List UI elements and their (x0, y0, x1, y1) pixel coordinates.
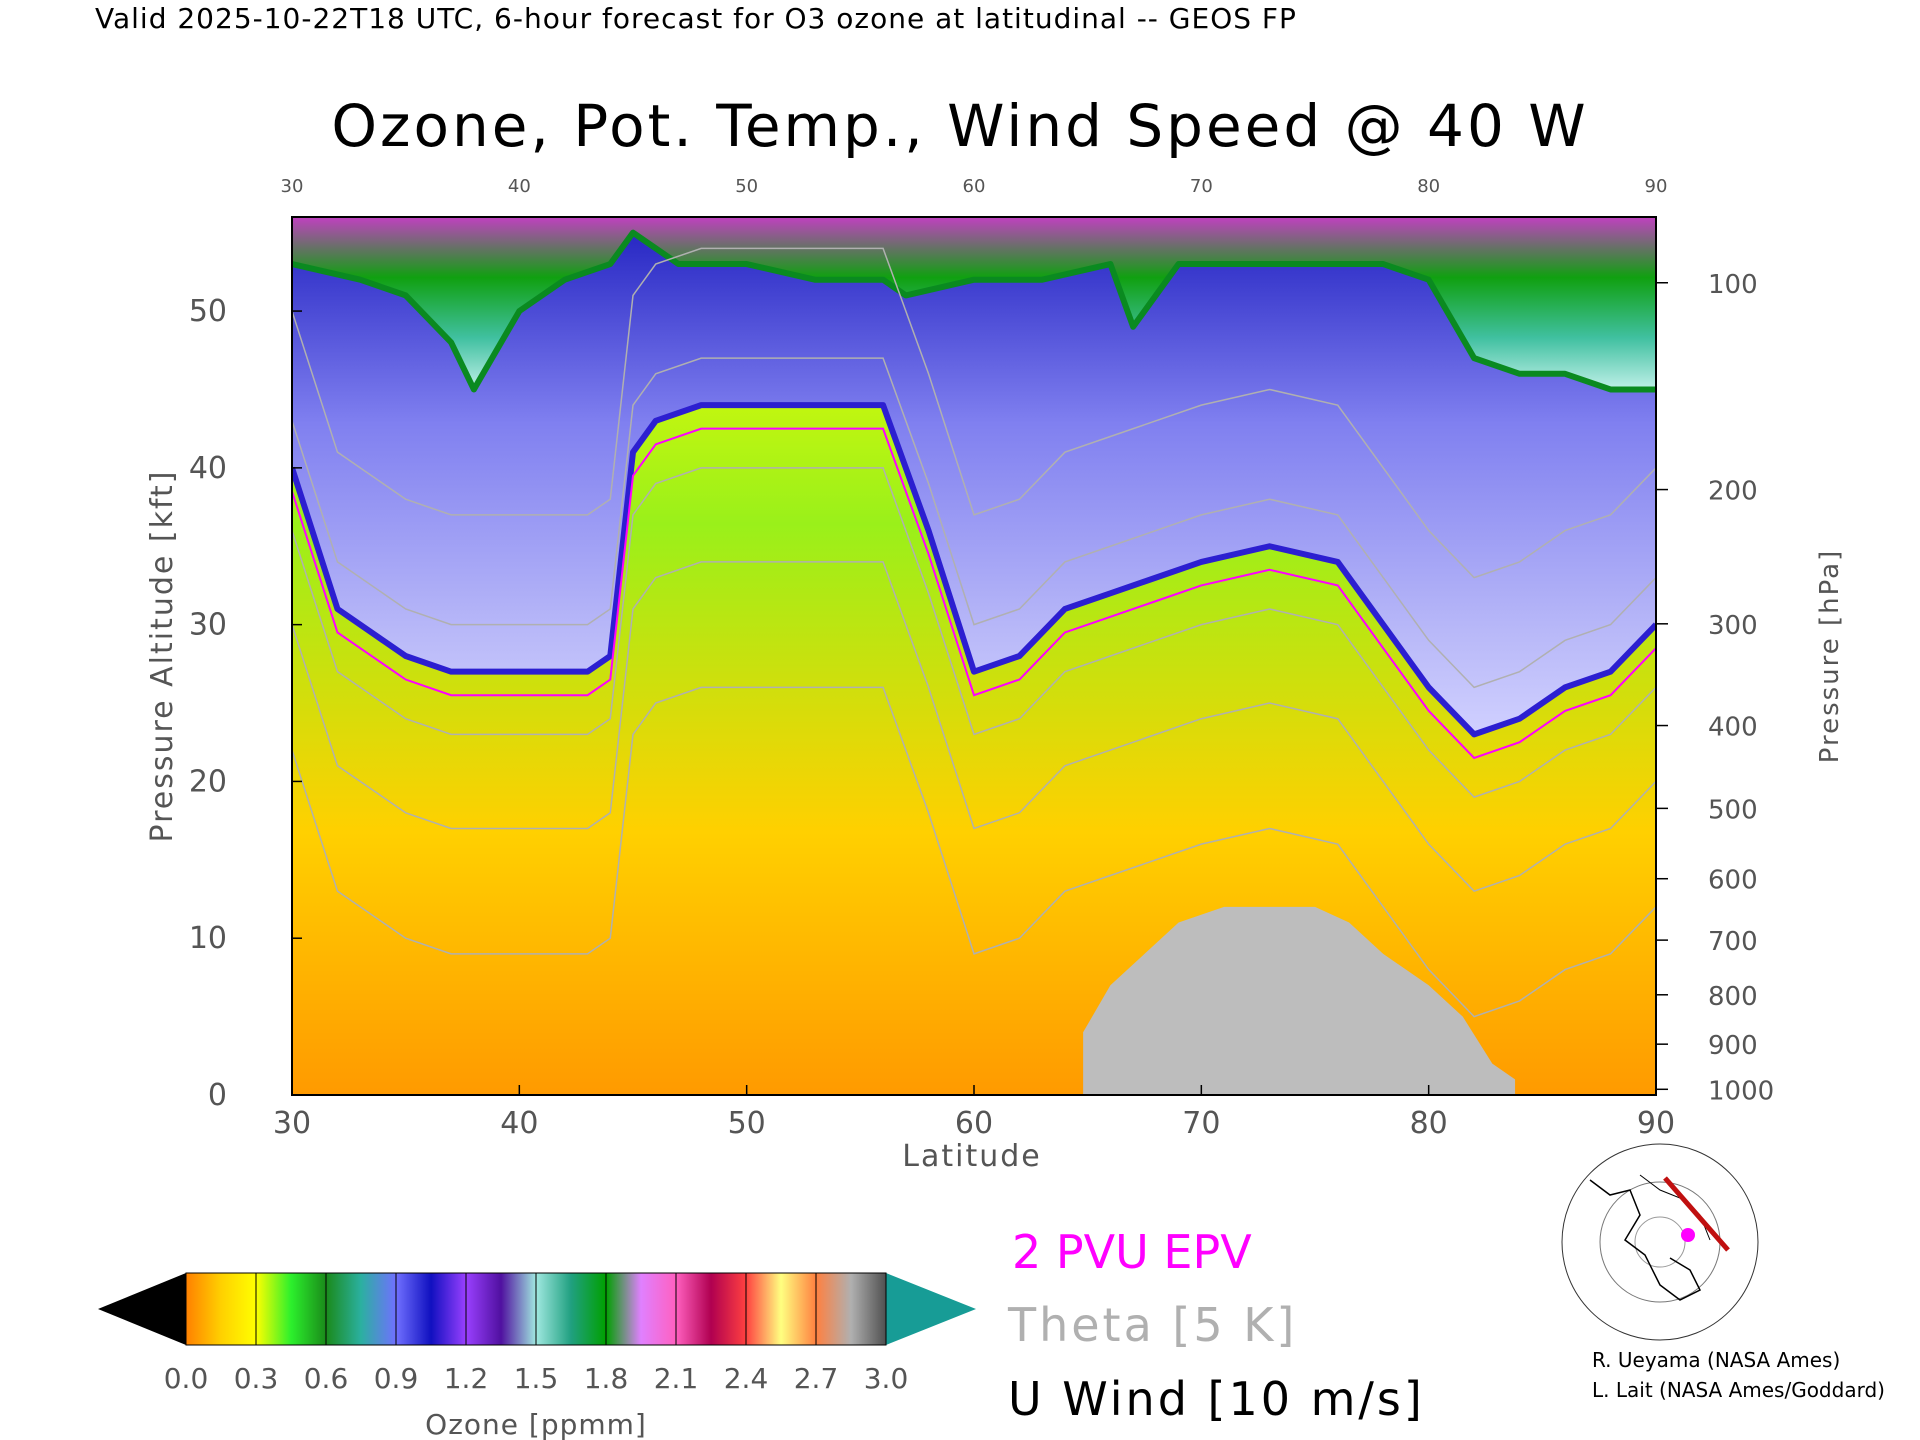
y-tick-label: 40 (189, 451, 227, 486)
colorbar-tick-label: 2.1 (654, 1362, 699, 1395)
plot-area (292, 217, 1656, 1095)
series-line-0 (292, 402, 1656, 738)
pressure-tick-label: 200 (1708, 477, 1758, 507)
series-line-1 (292, 229, 1656, 393)
x-top-tick-label: 90 (1645, 176, 1668, 197)
location-map-graticule (1634, 1216, 1686, 1268)
pressure-tick-label: 100 (1708, 270, 1758, 300)
colorbar-tick-label: 0.9 (374, 1362, 419, 1395)
epv-line (292, 427, 1656, 760)
location-map-graticule (1561, 1143, 1759, 1341)
y-tick-label: 50 (189, 294, 227, 329)
colorbar-tick-label: 0.6 (304, 1362, 349, 1395)
colorbar-upper-triangle (886, 1273, 976, 1345)
x-top-tick-label: 60 (963, 176, 986, 197)
colorbar-tick-label: 1.8 (584, 1362, 629, 1395)
colorbar: 0.0 0.3 0.6 0.9 1.2 1.5 1.8 2.1 2.4 2.7 3.0 Ozone … (98, 1272, 976, 1440)
x-axis-label: Latitude (902, 1139, 1041, 1174)
x-top-tick-label: 40 (508, 176, 531, 197)
legend-theta: Theta [5 K] (1008, 1298, 1298, 1352)
location-map-coastline (1589, 1179, 1702, 1301)
legend-epv: 2 PVU EPV (1012, 1225, 1252, 1279)
x-tick-label: 40 (500, 1106, 538, 1141)
credit-line-2: L. Lait (NASA Ames/Goddard) (1592, 1378, 1885, 1402)
theta-line (292, 561, 1656, 893)
theta-line (292, 686, 1656, 1018)
y-tick-label: 30 (189, 608, 227, 643)
location-map (1560, 1143, 1760, 1341)
pressure-tick-label: 300 (1708, 611, 1758, 641)
pressure-tick-label: 500 (1708, 795, 1758, 825)
x-top-tick-label: 50 (735, 176, 758, 197)
pressure-tick-label: 700 (1708, 927, 1758, 957)
colorbar-tick-label: 0.0 (164, 1362, 209, 1395)
x-axis-top: 30 40 50 60 70 80 90 (281, 176, 1668, 197)
pressure-tick-label: 1000 (1708, 1076, 1774, 1106)
stratosphere-fill (292, 217, 1656, 735)
location-map-section-line (1663, 1176, 1730, 1252)
colorbar-label: Ozone [ppmm] (425, 1408, 647, 1440)
colorbar-tick-label: 2.4 (724, 1362, 769, 1395)
pressure-tick-label: 800 (1708, 982, 1758, 1012)
x-tick-label: 90 (1637, 1106, 1675, 1141)
colorbar-tick-label: 3.0 (864, 1362, 909, 1395)
x-tick-label: 60 (955, 1106, 993, 1141)
x-top-tick-label: 30 (281, 176, 304, 197)
x-top-tick-label: 80 (1417, 176, 1440, 197)
y-axis-right: 100 200 300 400 500 600 700 800 900 1000 (1656, 270, 1774, 1106)
colorbar-tick-label: 0.3 (234, 1362, 279, 1395)
colorbar-tick-label: 2.7 (794, 1362, 839, 1395)
x-tick-label: 80 (1410, 1106, 1448, 1141)
y-axis-left-label: Pressure Altitude [kft] (145, 470, 180, 843)
chart-title: Ozone, Pot. Temp., Wind Speed @ 40 W (331, 92, 1589, 160)
pressure-tick-label: 600 (1708, 866, 1758, 896)
high-ozone-fill (292, 217, 1656, 390)
colorbar-lower-triangle (98, 1273, 186, 1345)
x-tick-label: 50 (728, 1106, 766, 1141)
x-axis: 30 40 50 60 70 80 90 (273, 1085, 1675, 1141)
pressure-tick-label: 900 (1708, 1031, 1758, 1061)
x-tick-label: 70 (1182, 1106, 1220, 1141)
y-tick-label: 10 (189, 921, 227, 956)
surface-mask (1083, 906, 1516, 1095)
colorbar-tick-label: 1.2 (444, 1362, 489, 1395)
forecast-header: Valid 2025-10-22T18 UTC, 6-hour forecast… (95, 2, 1297, 35)
location-map-background (1560, 1165, 1760, 1320)
y-tick-label: 20 (189, 764, 227, 799)
theta-line (292, 357, 1656, 689)
theta-line (292, 247, 1656, 579)
legend-uwind: U Wind [10 m/s] (1008, 1372, 1425, 1426)
colorbar-tick-label: 1.5 (514, 1362, 559, 1395)
pressure-tick-label: 400 (1708, 713, 1758, 743)
credit-line-1: R. Ueyama (NASA Ames) (1592, 1348, 1841, 1372)
x-top-tick-label: 70 (1190, 176, 1213, 197)
y-axis-right-label: Pressure [hPa] (1815, 549, 1845, 764)
location-map-marker (1681, 1228, 1695, 1242)
theta-line (292, 467, 1656, 798)
y-tick-label: 0 (208, 1078, 227, 1113)
y-axis-left: 0 10 20 30 40 50 (189, 294, 302, 1113)
x-tick-label: 30 (273, 1106, 311, 1141)
